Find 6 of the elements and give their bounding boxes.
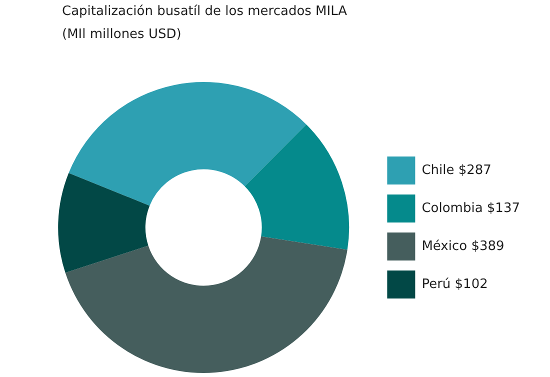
legend-label: Colombia $137 — [422, 200, 520, 216]
legend-label: Chile $287 — [422, 162, 492, 178]
chart-subtitle: (MIl millones USD) — [62, 27, 182, 42]
legend-label: Perú $102 — [422, 276, 488, 292]
chart-title: Capitalización busatíl de los mercados MILA — [62, 4, 348, 19]
legend-label: México $389 — [422, 238, 504, 254]
